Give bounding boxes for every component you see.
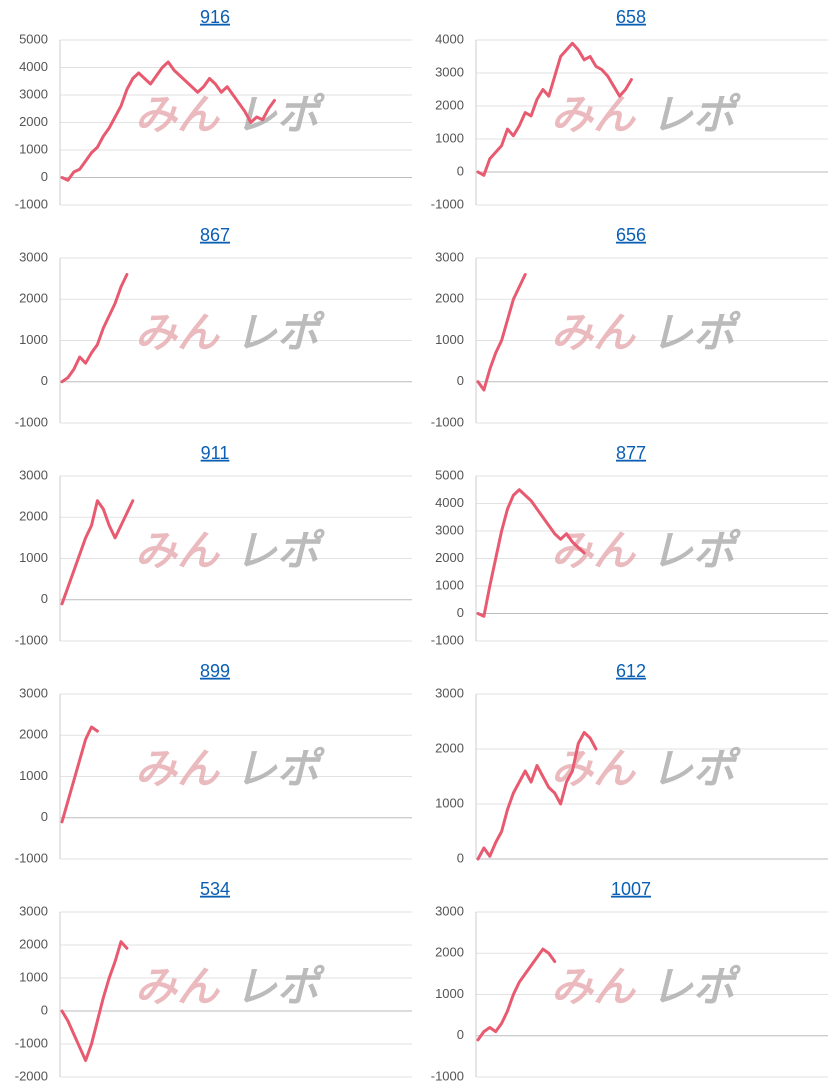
y-tick-label: 2000 [19, 936, 48, 951]
y-tick-label: -1000 [15, 850, 48, 865]
watermark: みん [135, 309, 221, 356]
y-tick-label: 1000 [19, 969, 48, 984]
y-tick-label: 5000 [19, 31, 48, 46]
data-line [60, 725, 99, 824]
y-tick-label: 1000 [435, 130, 464, 145]
y-tick-label: 1000 [435, 986, 464, 1001]
y-tick-label: -1000 [431, 1068, 464, 1083]
y-tick-label: 0 [457, 605, 464, 620]
y-tick-label: 0 [41, 1002, 48, 1017]
y-tick-label: 3000 [19, 86, 48, 101]
y-tick-label: 4000 [435, 31, 464, 46]
watermark: レポ [651, 745, 741, 792]
y-tick-label: -1000 [15, 196, 48, 211]
y-tick-label: 0 [457, 373, 464, 388]
watermark: レポ [235, 91, 325, 138]
y-tick-label: 5000 [435, 467, 464, 482]
y-tick-label: 3000 [435, 522, 464, 537]
y-tick-label: 3000 [435, 249, 464, 264]
chart-title[interactable]: 612 [616, 661, 646, 681]
y-tick-label: 0 [457, 163, 464, 178]
data-line [60, 273, 129, 384]
y-tick-label: 4000 [19, 59, 48, 74]
y-tick-label: -1000 [15, 632, 48, 647]
y-tick-label: 1000 [435, 795, 464, 810]
y-tick-label: 3000 [435, 903, 464, 918]
y-tick-label: 0 [41, 169, 48, 184]
y-tick-label: 3000 [19, 249, 48, 264]
chart-title[interactable]: 658 [616, 7, 646, 27]
y-tick-label: 2000 [435, 740, 464, 755]
y-tick-label: 3000 [19, 903, 48, 918]
watermark: レポ [651, 91, 741, 138]
watermark: みん [551, 91, 637, 138]
data-line [476, 947, 557, 1042]
y-tick-label: 0 [457, 850, 464, 865]
watermark: みん [135, 745, 221, 792]
chart-title[interactable]: 534 [200, 879, 230, 899]
y-tick-label: 3000 [435, 64, 464, 79]
watermark: みん [135, 527, 221, 574]
y-tick-label: 3000 [435, 685, 464, 700]
watermark: レポ [235, 527, 325, 574]
y-tick-label: 0 [41, 373, 48, 388]
y-tick-label: -1000 [431, 196, 464, 211]
watermark: みん [135, 91, 221, 138]
data-line [476, 731, 598, 861]
chart-title[interactable]: 877 [616, 443, 646, 463]
y-tick-label: 1000 [19, 141, 48, 156]
data-line [60, 940, 129, 1062]
y-tick-label: 0 [41, 591, 48, 606]
y-tick-label: -1000 [15, 1035, 48, 1050]
y-tick-label: -2000 [15, 1068, 48, 1083]
y-tick-label: 1000 [19, 332, 48, 347]
chart-title[interactable]: 911 [201, 443, 230, 463]
y-tick-label: 2000 [19, 509, 48, 524]
data-line [476, 488, 586, 618]
watermark: レポ [651, 527, 741, 574]
y-tick-label: 2000 [435, 291, 464, 306]
y-tick-label: 0 [457, 1027, 464, 1042]
watermark: みん [551, 963, 637, 1010]
chart-title[interactable]: 1007 [611, 879, 651, 899]
watermark: みん [551, 745, 637, 792]
chart-title[interactable]: 916 [200, 7, 230, 27]
y-tick-label: -1000 [431, 414, 464, 429]
watermark: レポ [235, 309, 325, 356]
y-tick-label: -1000 [15, 414, 48, 429]
y-tick-label: 3000 [19, 685, 48, 700]
y-tick-label: 1000 [435, 577, 464, 592]
watermark: レポ [651, 963, 741, 1010]
y-tick-label: 3000 [19, 467, 48, 482]
data-line [476, 41, 633, 177]
y-tick-label: 2000 [435, 945, 464, 960]
y-tick-label: 2000 [435, 97, 464, 112]
watermark: みん [551, 309, 637, 356]
watermark: みん [135, 963, 221, 1010]
y-tick-label: 4000 [435, 495, 464, 510]
y-tick-label: 2000 [19, 727, 48, 742]
watermark: レポ [651, 309, 741, 356]
data-line [476, 273, 527, 392]
y-tick-label: 1000 [435, 332, 464, 347]
watermark: レポ [235, 745, 325, 792]
y-tick-label: 2000 [435, 550, 464, 565]
chart-title[interactable]: 656 [616, 225, 646, 245]
chart-title[interactable]: 899 [200, 661, 230, 681]
y-tick-label: 1000 [19, 768, 48, 783]
chart-title[interactable]: 867 [200, 225, 230, 245]
y-tick-label: 2000 [19, 291, 48, 306]
data-line [60, 60, 276, 182]
y-tick-label: 0 [41, 809, 48, 824]
y-tick-label: -1000 [431, 632, 464, 647]
data-line [60, 499, 135, 606]
y-tick-label: 1000 [19, 550, 48, 565]
watermark: レポ [235, 963, 325, 1010]
y-tick-label: 2000 [19, 114, 48, 129]
